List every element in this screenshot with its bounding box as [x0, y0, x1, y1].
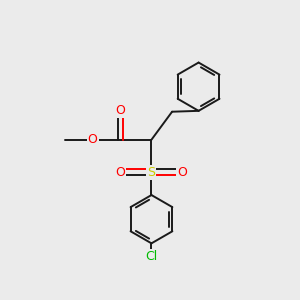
Text: O: O	[116, 166, 125, 178]
Text: S: S	[148, 166, 155, 178]
Text: Cl: Cl	[145, 250, 158, 263]
Text: O: O	[88, 133, 98, 146]
Text: O: O	[116, 104, 125, 117]
Text: O: O	[178, 166, 187, 178]
